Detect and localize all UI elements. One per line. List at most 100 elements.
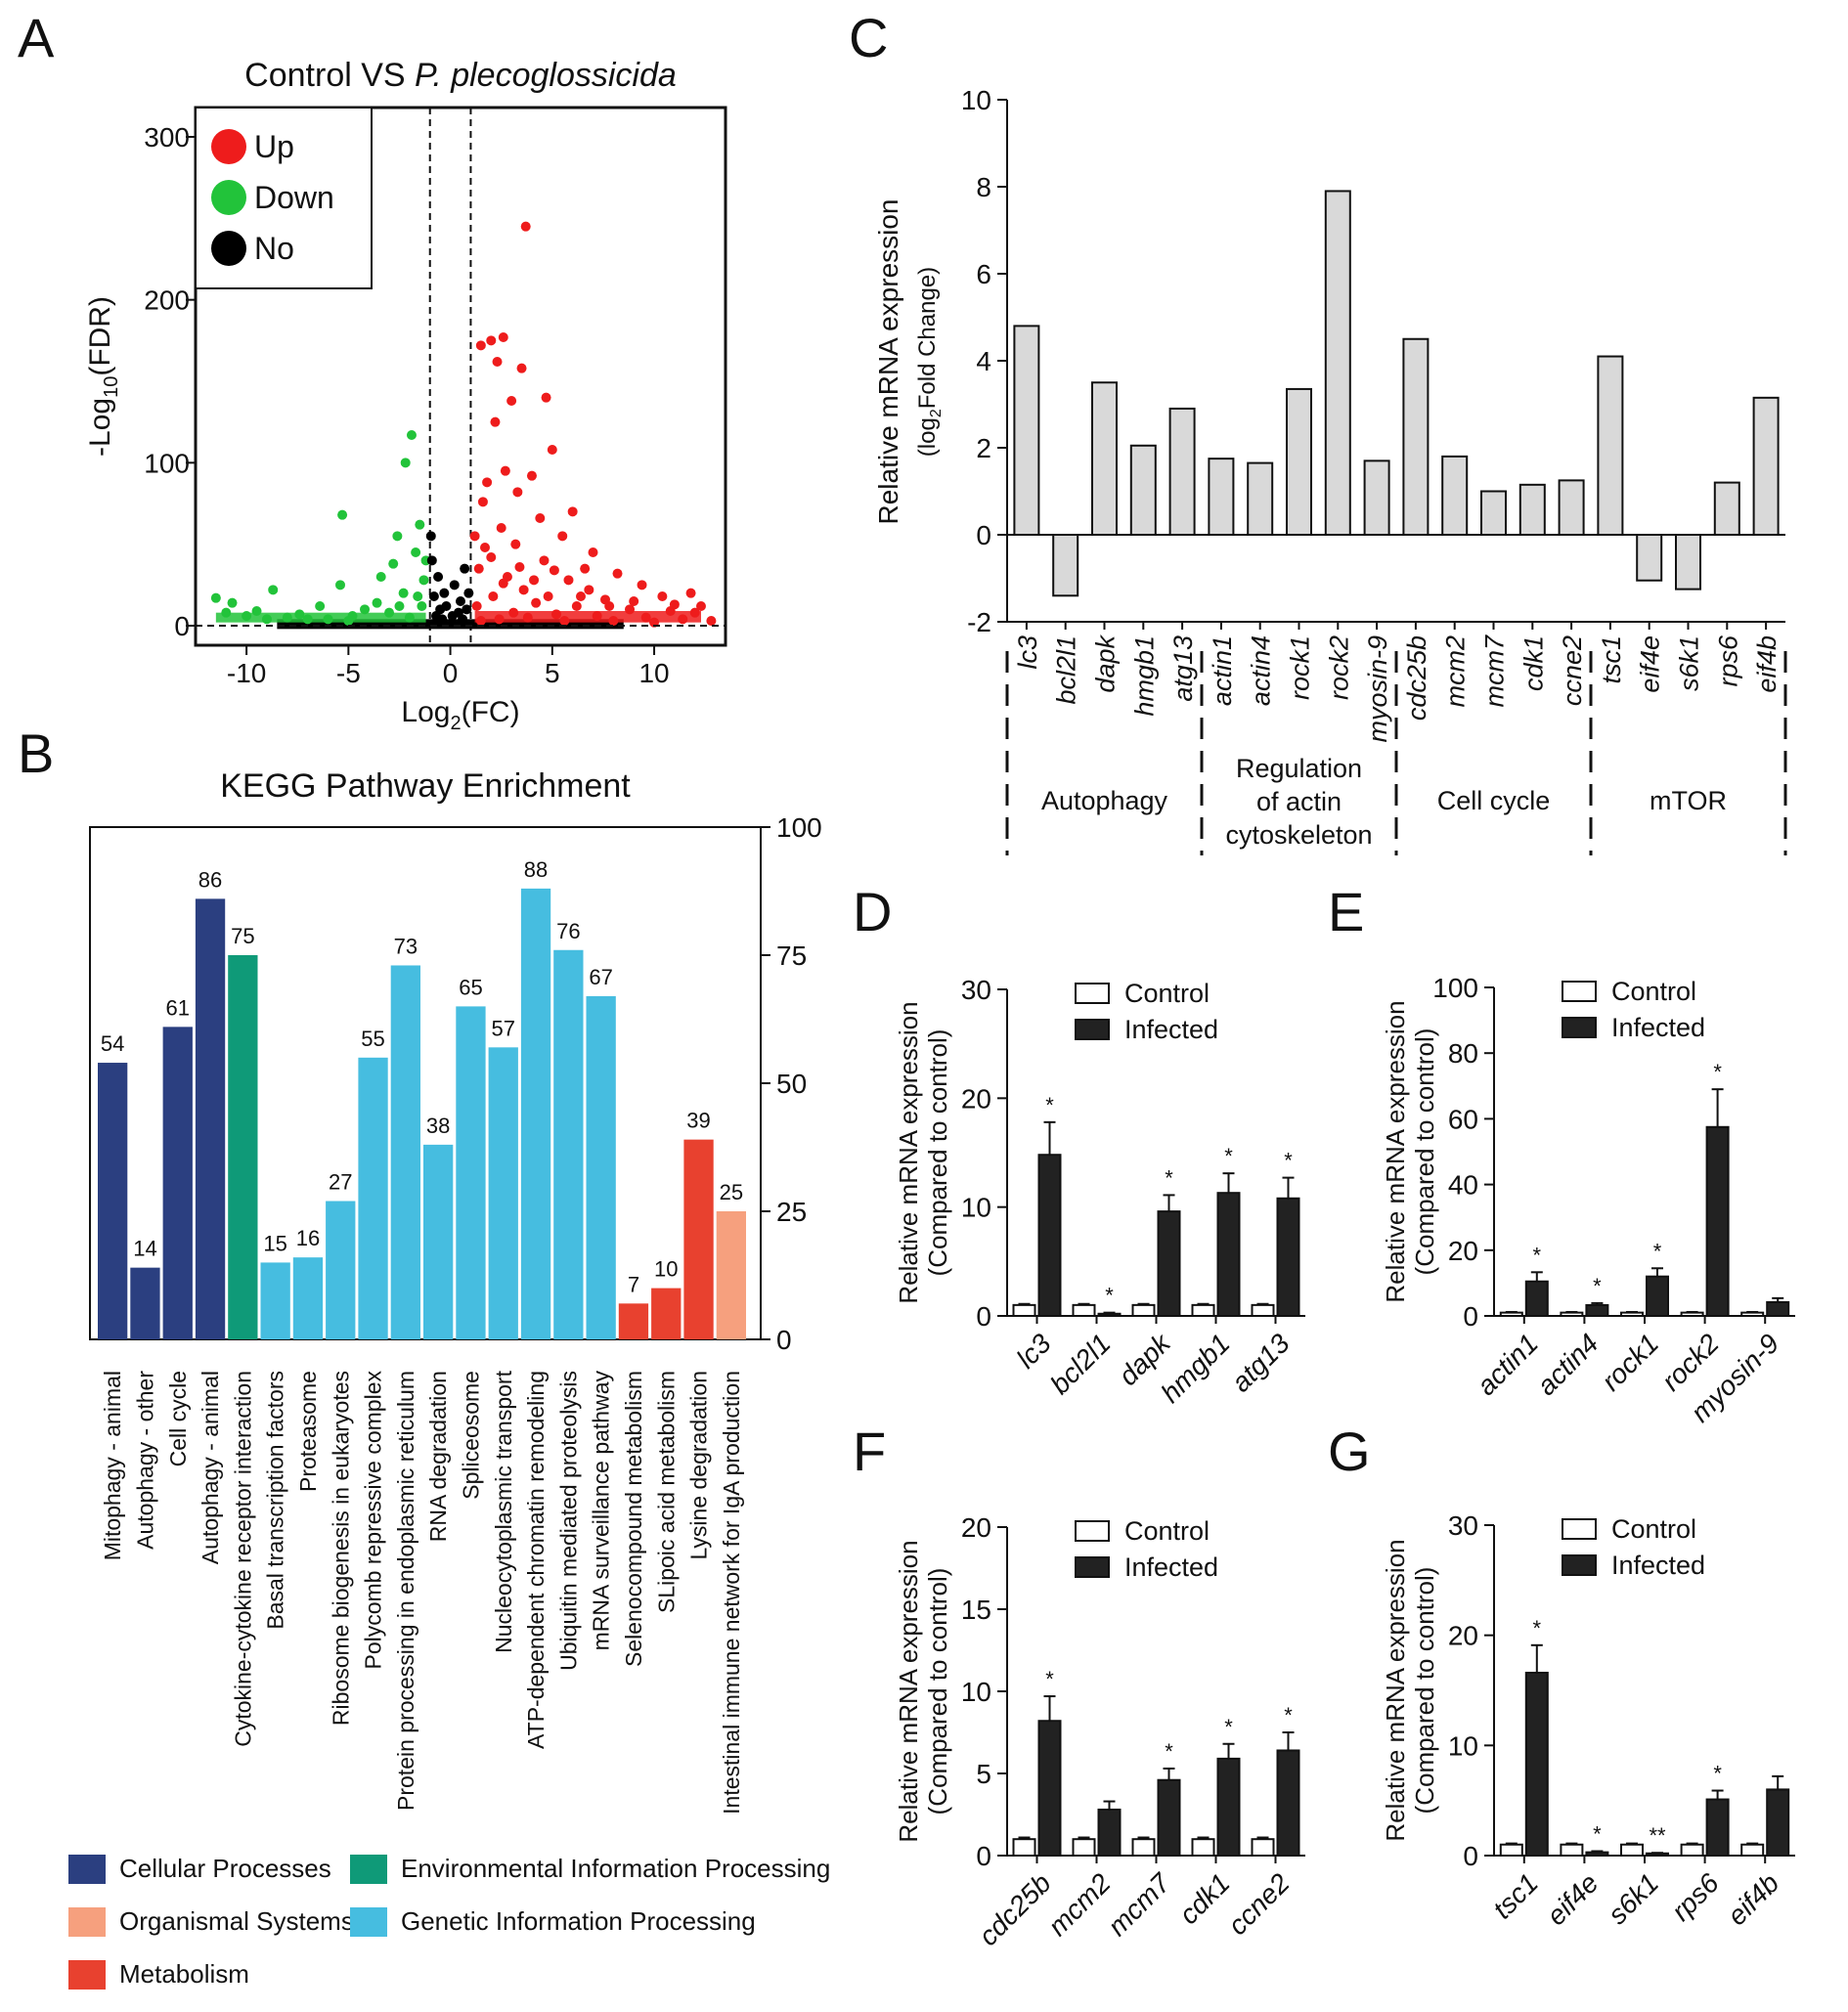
volcano-point-up-19 (510, 539, 521, 549)
kegg-bar-15 (586, 995, 616, 1339)
c-category-label-6: actin4 (1247, 635, 1276, 706)
kegg-category-label-17: SLipoic acid metabolism (653, 1371, 679, 1613)
d-legend-label-infected: Infected (1124, 1015, 1218, 1044)
volcano-point-up-56 (480, 543, 491, 552)
volcano-point-up-16 (535, 513, 546, 523)
kegg-title: KEGG Pathway Enrichment (220, 767, 631, 805)
e-ylabel-line2: (Compared to control) (1410, 1028, 1439, 1276)
kegg-bar-6 (292, 1257, 324, 1339)
volcano-point-no-13 (463, 588, 474, 598)
volcano-legend-marker-down (211, 180, 246, 215)
kegg-value-label-17: 10 (654, 1257, 678, 1282)
legend-swatch-genetic (350, 1906, 387, 1937)
d-legend-swatch-infected (1075, 1019, 1110, 1040)
kegg-value-label-9: 73 (394, 934, 418, 958)
f-sig-3: * (1224, 1715, 1233, 1739)
c-bar-bcl2l1 (1052, 534, 1079, 597)
volcano-point-down-11 (227, 597, 238, 608)
kegg-value-label-13: 88 (524, 857, 548, 882)
f-legend-swatch-infected (1075, 1556, 1110, 1578)
kegg-bar-8 (358, 1057, 388, 1339)
legend-label-genetic: Genetic Information Processing (401, 1906, 756, 1936)
volcano-legend-label-down: Down (254, 180, 334, 215)
kegg-category-label-1: Autophagy - other (132, 1371, 157, 1550)
d-sig-0: * (1045, 1093, 1054, 1117)
c-bar-tsc1 (1597, 355, 1624, 536)
volcano-point-down-15 (418, 575, 429, 586)
g-legend-label-infected: Infected (1611, 1551, 1705, 1580)
volcano-point-up-11 (500, 465, 510, 476)
kegg-bar-11 (456, 1006, 486, 1339)
volcano-point-no-8 (462, 604, 472, 615)
e-ytick-label-1: 20 (1448, 1236, 1478, 1266)
volcano-point-down-6 (388, 558, 399, 569)
panel-label-c: C (849, 7, 889, 68)
c-category-label-2: dapk (1091, 634, 1121, 693)
d-bar-control-atg13 (1251, 1303, 1275, 1318)
legend-label-environmental: Environmental Information Processing (401, 1854, 831, 1883)
d-category-label-0: lc3 (1011, 1328, 1058, 1375)
e-sig-2: * (1653, 1239, 1662, 1263)
g-bar-infected-eif4b (1766, 1788, 1790, 1858)
legend-item-genetic: Genetic Information Processing (350, 1906, 756, 1937)
volcano-point-down-16 (251, 606, 262, 616)
kegg-category-label-11: Spliceosome (458, 1371, 483, 1500)
kegg-category-label-19: Intestinal immune network for IgA produc… (719, 1371, 744, 1815)
panel-label-g: G (1328, 1421, 1371, 1482)
d-legend-swatch-control (1075, 983, 1110, 1004)
volcano-point-up-45 (678, 614, 688, 625)
kegg-value-label-18: 39 (686, 1109, 710, 1133)
kegg-value-label-7: 27 (329, 1170, 352, 1195)
volcano-title: Control VS P. plecoglossicida (244, 57, 677, 94)
volcano-baseline-dense-down (215, 612, 426, 623)
volcano-xtick-label-1: -5 (336, 658, 361, 688)
c-category-label-13: cdk1 (1518, 635, 1548, 691)
c-group-label-3-0: mTOR (1650, 786, 1727, 815)
kegg-category-label-10: RNA degradation (425, 1371, 451, 1542)
volcano-point-up-64 (689, 607, 700, 618)
volcano-point-up-33 (473, 563, 484, 574)
volcano-ytick-label-1: 100 (144, 448, 190, 478)
f-bar-control-mcm2 (1072, 1838, 1096, 1857)
kegg-category-label-14: Ubiquitin mediated proteolysis (555, 1371, 581, 1671)
kegg-ytick-label-4: 100 (776, 812, 822, 843)
panel-label-f: F (853, 1421, 887, 1482)
volcano-point-down-23 (282, 612, 292, 623)
c-bar-mcm2 (1441, 455, 1469, 536)
e-category-label-2: rock1 (1596, 1328, 1664, 1396)
volcano-point-up-57 (514, 562, 525, 572)
d-ylabel-line1: Relative mRNA expression (894, 1001, 923, 1303)
c-category-label-3: hmgb1 (1129, 635, 1159, 717)
volcano-point-up-22 (539, 555, 550, 566)
volcano-point-up-9 (547, 445, 557, 455)
kegg-value-label-14: 76 (556, 919, 580, 943)
d-ylabel-line2: (Compared to control) (923, 1029, 952, 1277)
legend-swatch-environmental (350, 1854, 387, 1884)
volcano-point-up-49 (522, 612, 533, 623)
volcano-point-up-12 (482, 477, 493, 488)
volcano-point-no-16 (437, 614, 448, 625)
c-category-label-7: rock1 (1286, 635, 1315, 700)
d-category-label-4: atg13 (1225, 1328, 1296, 1398)
g-bar-infected-rps6 (1705, 1798, 1730, 1858)
volcano-point-no-1 (433, 572, 444, 582)
volcano-point-up-46 (706, 616, 717, 626)
kegg-bar-13 (520, 888, 551, 1339)
volcano-point-up-18 (557, 531, 568, 542)
volcano-xtick-label-3: 5 (545, 658, 560, 688)
c-ytick-label-5: 8 (976, 172, 991, 202)
volcano-point-up-28 (685, 588, 696, 598)
d-ytick-label-1: 10 (961, 1193, 991, 1223)
g-category-label-3: rps6 (1665, 1867, 1725, 1927)
kegg-category-label-8: Polycomb repressive complex (361, 1371, 386, 1670)
d-bar-infected-dapk (1157, 1210, 1181, 1317)
f-bar-control-mcm7 (1131, 1838, 1156, 1857)
volcano-point-down-14 (398, 588, 409, 598)
volcano-point-no-5 (428, 591, 439, 601)
c-group-label-1-0: Regulation (1236, 754, 1362, 783)
kegg-category-label-9: Protein processing in endoplasmic reticu… (393, 1371, 418, 1811)
c-bar-s6k1 (1675, 534, 1701, 590)
kegg-value-label-1: 14 (133, 1237, 156, 1261)
g-ylabel-line1: Relative mRNA expression (1381, 1539, 1410, 1841)
volcano-point-up-0 (520, 221, 531, 232)
